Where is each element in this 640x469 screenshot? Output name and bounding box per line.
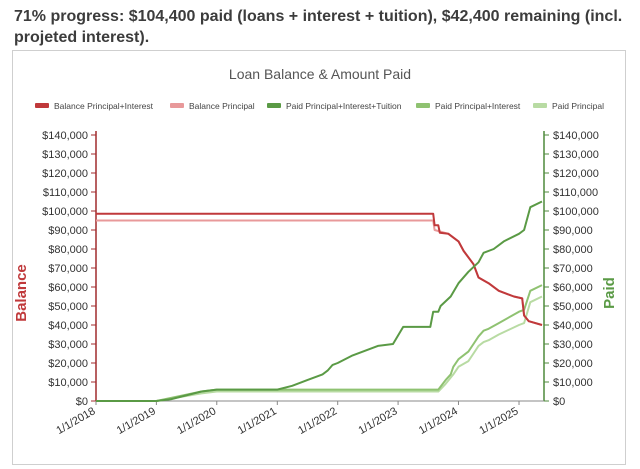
x-tick-label: 1/1/2025 (477, 405, 520, 437)
legend-paid-principal-interest-tuition: Paid Principal+Interest+Tuition (267, 101, 402, 111)
y-tick-label-left: $60,000 (48, 282, 88, 294)
legend-balance-principal-interest: Balance Principal+Interest (35, 101, 154, 111)
chart-title: Loan Balance & Amount Paid (229, 66, 411, 82)
y-tick-label-left: $100,000 (42, 206, 88, 218)
y-tick-label-right: $90,000 (553, 225, 593, 237)
legend-swatch (267, 103, 281, 108)
y-tick-label-right: $110,000 (553, 187, 598, 199)
y-tick-label-right: $20,000 (553, 358, 593, 370)
y-tick-label-right: $100,000 (553, 206, 599, 218)
y-tick-label-right: $140,000 (553, 130, 599, 142)
chart-container: Loan Balance & Amount Paid Balance Princ… (12, 50, 626, 465)
x-tick-label: 1/1/2024 (417, 405, 460, 437)
legend-label: Paid Principal+Interest+Tuition (286, 101, 402, 111)
y-tick-label-right: $60,000 (553, 282, 593, 294)
paid-principal-interest-line (96, 284, 543, 402)
y-tick-label-left: $0 (76, 396, 88, 408)
y-tick-label-left: $50,000 (48, 301, 88, 313)
y-tick-label-left: $140,000 (42, 130, 88, 142)
balance-principal-line (96, 219, 543, 326)
y-tick-label-left: $130,000 (42, 149, 88, 161)
x-tick-label: 1/1/2021 (236, 405, 279, 437)
y-tick-label-right: $40,000 (553, 320, 593, 332)
legend-swatch (35, 103, 49, 108)
legend-paid-principal: Paid Principal (533, 101, 604, 111)
y-tick-label-left: $120,000 (42, 168, 88, 180)
y-tick-label-left: $80,000 (48, 244, 88, 256)
y-tick-label-left: $20,000 (48, 358, 88, 370)
legend-balance-principal: Balance Principal (170, 101, 255, 111)
legend-paid-principal-interest: Paid Principal+Interest (416, 101, 521, 111)
y-tick-label-right: $80,000 (553, 244, 593, 256)
legend-label: Paid Principal (552, 101, 604, 111)
x-tick-label: 1/1/2023 (356, 405, 399, 437)
legend-label: Balance Principal+Interest (54, 101, 154, 111)
y-tick-label-right: $70,000 (553, 263, 593, 275)
y-tick-label-right: $50,000 (553, 301, 593, 313)
x-tick-label: 1/1/2022 (296, 405, 339, 437)
y-tick-label-right: $130,000 (553, 149, 599, 161)
y-tick-label-left: $30,000 (48, 339, 88, 351)
page-caption: 71% progress: $104,400 paid (loans + int… (14, 8, 623, 46)
y-tick-label-right: $0 (553, 396, 565, 408)
y-tick-label-left: $90,000 (48, 225, 88, 237)
paid-principal-interest-tuition-line (96, 200, 543, 402)
legend-swatch (170, 103, 184, 108)
x-tick-label: 1/1/2019 (115, 405, 158, 437)
y-tick-label-right: $120,000 (553, 168, 599, 180)
y-tick-label-right: $10,000 (553, 377, 593, 389)
x-tick-label: 1/1/2020 (175, 405, 218, 437)
chart-series (96, 200, 543, 402)
y-tick-label-left: $10,000 (48, 377, 88, 389)
y-tick-label-left: $40,000 (48, 320, 88, 332)
legend-swatch (416, 103, 430, 108)
y-tick-label-left: $70,000 (48, 263, 88, 275)
balance-principal-interest-line (96, 212, 543, 326)
loan-balance-chart: Loan Balance & Amount Paid Balance Princ… (13, 66, 618, 437)
y-tick-label-left: $110,000 (43, 187, 88, 199)
legend-swatch (533, 103, 547, 108)
chart-legend: Balance Principal+Interest Balance Princi… (35, 101, 604, 111)
y-axis-label-left: Balance (13, 264, 30, 322)
x-tick-label: 1/1/2018 (54, 405, 97, 437)
paid-principal-line (96, 295, 543, 402)
y-tick-label-right: $30,000 (553, 339, 593, 351)
y-axis-label-right: Paid (601, 277, 618, 309)
legend-label: Balance Principal (189, 101, 255, 111)
legend-label: Paid Principal+Interest (435, 101, 521, 111)
